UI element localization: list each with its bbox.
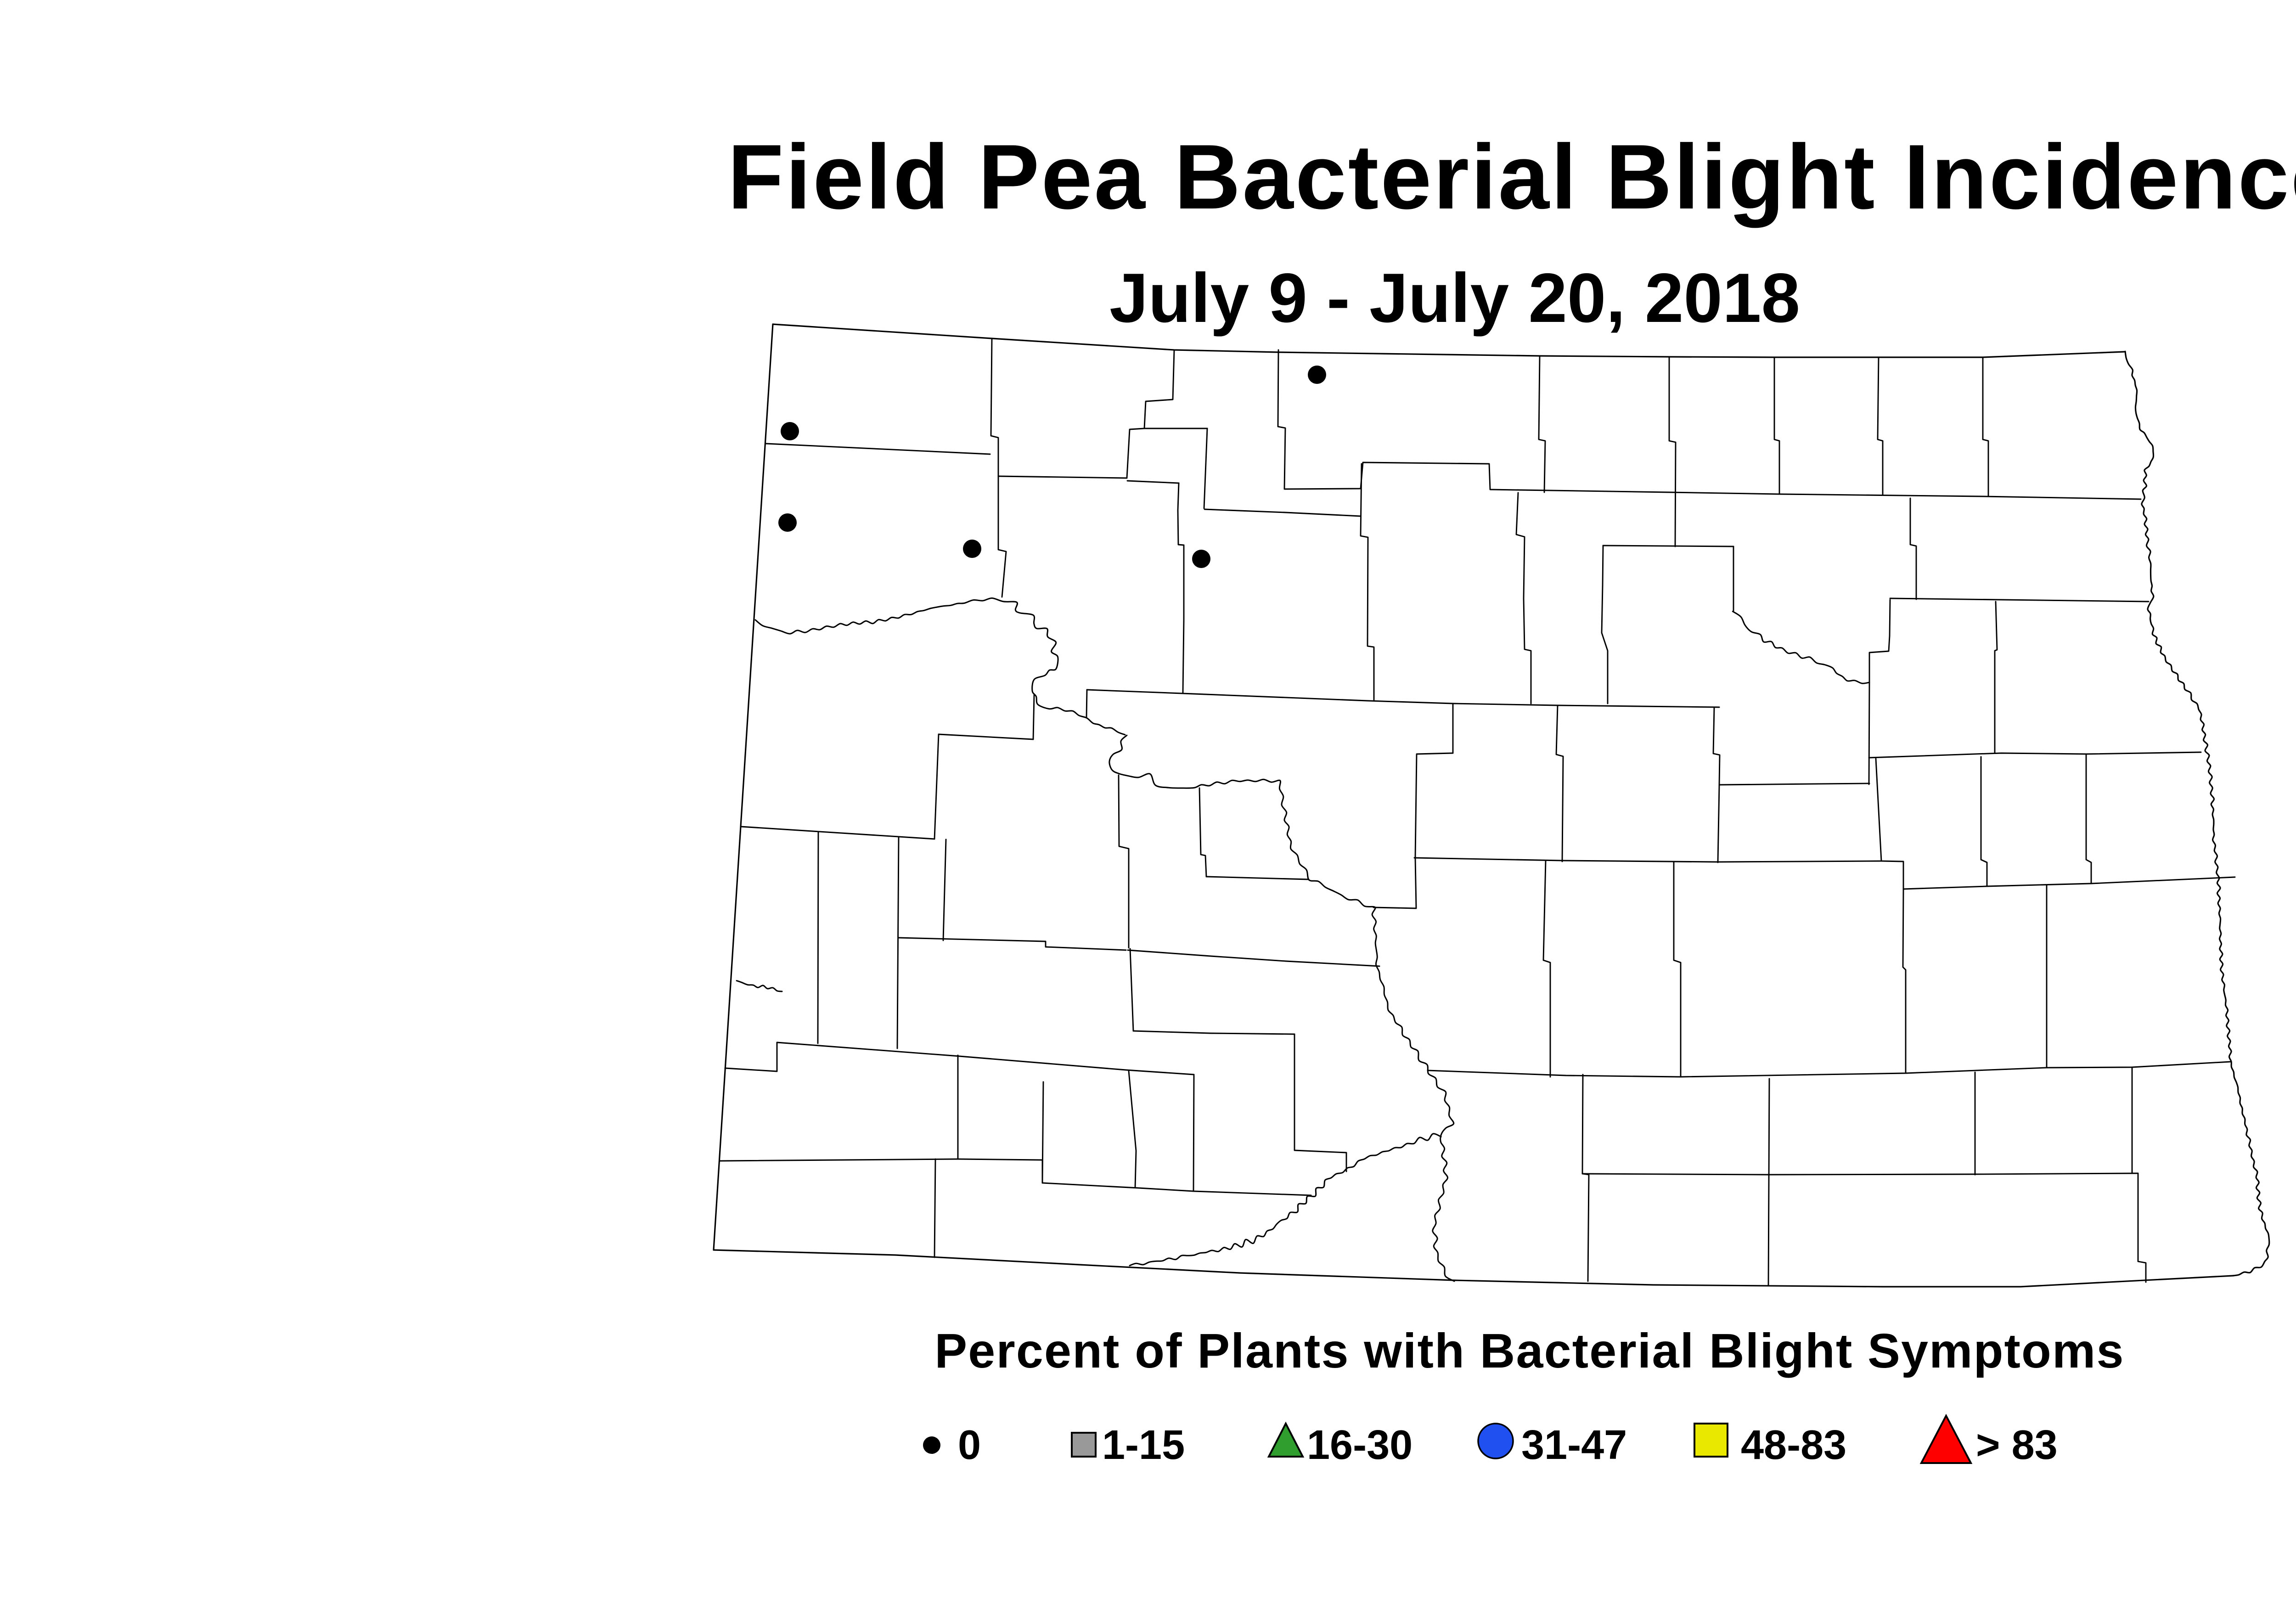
svg-text:48-83: 48-83 <box>1741 1422 1846 1468</box>
svg-text:0: 0 <box>958 1422 981 1468</box>
svg-text:31-47: 31-47 <box>1521 1422 1627 1468</box>
svg-text:Percent of Plants with Bacteri: Percent of Plants with Bacterial Blight … <box>934 1324 2124 1378</box>
svg-text:July 9 - July 20, 2018: July 9 - July 20, 2018 <box>1109 259 1800 337</box>
svg-text:> 83: > 83 <box>1976 1422 2058 1468</box>
svg-text:16-30: 16-30 <box>1307 1422 1412 1468</box>
svg-text:1-15: 1-15 <box>1102 1422 1185 1468</box>
svg-text:Field Pea Bacterial Blight Inc: Field Pea Bacterial Blight Incidence <box>727 126 2296 228</box>
